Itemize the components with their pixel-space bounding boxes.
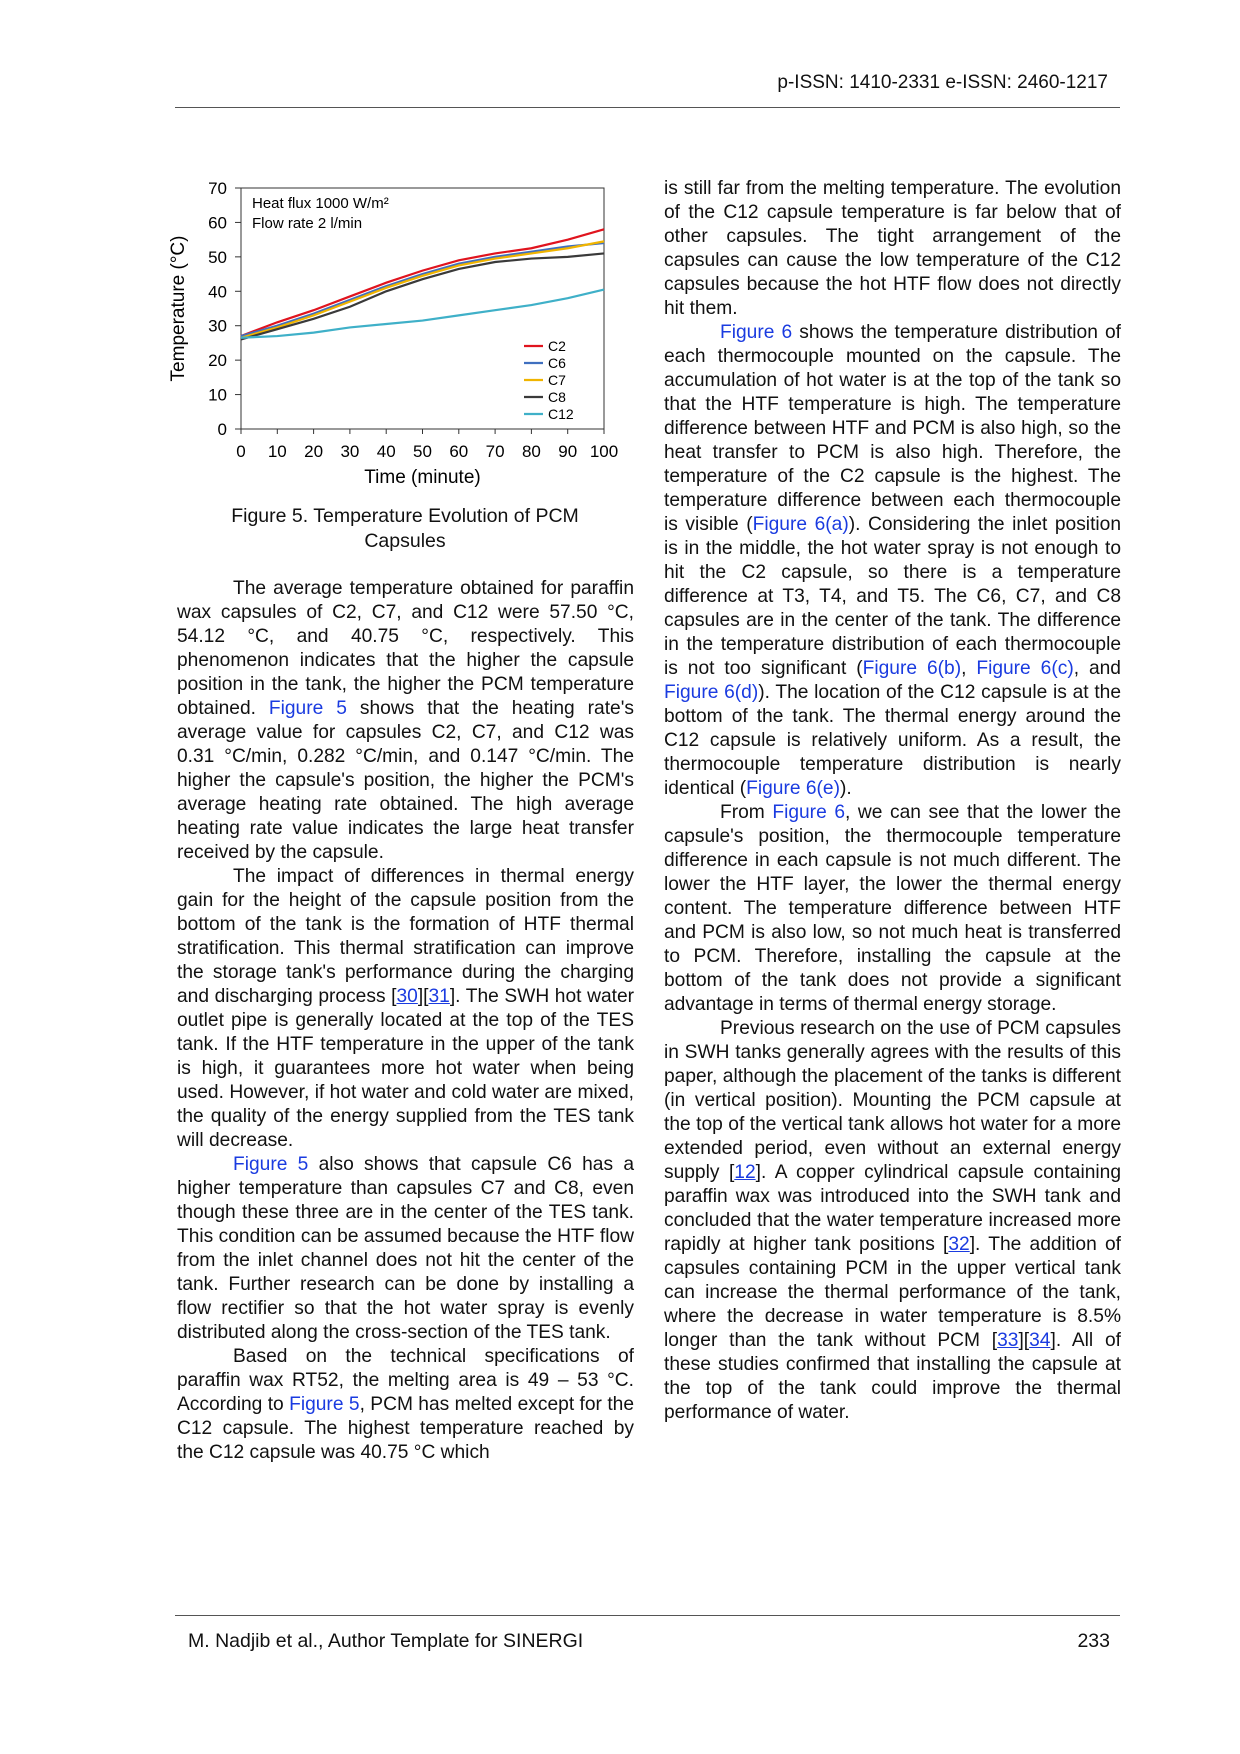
text: ]. The SWH hot water outlet pipe is gene…	[177, 986, 635, 1151]
text: shows the temperature distribution of ea…	[664, 322, 1121, 535]
column-right: is still far from the melting temperatur…	[664, 177, 1121, 1425]
text: ,	[961, 658, 977, 679]
text: ][	[1018, 1330, 1030, 1351]
x-tick-label: 50	[413, 442, 432, 461]
figure-link[interactable]: Figure 5	[289, 1394, 360, 1415]
citation-link[interactable]: 34	[1029, 1330, 1051, 1351]
chart: 0 10 20 30 40 50 60 70 0 10 20 30 40 50 60 70 80 90 100 Tim…	[168, 179, 618, 488]
text: ). Considering the inlet position is in …	[664, 514, 1122, 679]
text: ]. The addition of capsules containing P…	[664, 1234, 1121, 1351]
page-number: 233	[1077, 1630, 1110, 1652]
x-tick-label: 10	[268, 442, 287, 461]
citation-link[interactable]: 32	[948, 1234, 970, 1255]
text: The average temperature obtained for par…	[177, 578, 634, 719]
legend-label: C6	[548, 355, 566, 371]
paragraph: The average temperature obtained for par…	[177, 577, 634, 865]
text: Based on the technical specifications of…	[177, 1346, 634, 1415]
legend-label: C2	[548, 338, 566, 354]
paragraph: Figure 5 also shows that capsule C6 has …	[177, 1153, 634, 1345]
figure-link[interactable]: Figure 6(b)	[862, 658, 962, 679]
figure-caption: Figure 5. Temperature Evolution of PCM C…	[231, 505, 579, 552]
series-line	[240, 241, 605, 338]
legend-label: C12	[548, 406, 574, 422]
text: , PCM has melted except for the C12 caps…	[177, 1394, 634, 1463]
x-tick-label: 100	[590, 442, 618, 461]
issn: p-ISSN: 1410-2331 e-ISSN: 2460-1217	[777, 72, 1108, 93]
citation-link[interactable]: 31	[428, 986, 450, 1007]
y-tick-label: 30	[208, 317, 227, 336]
text: The impact of differences in thermal ene…	[177, 866, 634, 1007]
figure-link[interactable]: Figure 6(c)	[976, 658, 1074, 679]
x-axis-label: Time (minute)	[364, 467, 480, 488]
text: ]. All of these studies confirmed that i…	[664, 1330, 1121, 1423]
figure-link[interactable]: Figure 6(e)	[746, 778, 840, 799]
text: ).	[839, 778, 852, 799]
paragraph: is still far from the melting temperatur…	[664, 177, 1121, 321]
y-tick-label: 10	[208, 386, 227, 405]
figure-link[interactable]: Figure 6(d)	[664, 682, 759, 703]
figure-link[interactable]: Figure 5	[268, 698, 347, 719]
series-line	[240, 252, 605, 341]
text: ][	[417, 986, 429, 1007]
citation-link[interactable]: 33	[997, 1330, 1019, 1351]
footer-rule	[175, 1615, 1120, 1616]
column-left: The average temperature obtained for par…	[177, 577, 634, 1465]
y-tick-label: 70	[208, 179, 227, 198]
x-tick-label: 20	[304, 442, 323, 461]
y-tick-label: 20	[208, 351, 227, 370]
figure-link[interactable]: Figure 6	[720, 322, 793, 343]
y-tick-label: 50	[208, 248, 227, 267]
y-tick-label: 60	[208, 213, 227, 232]
figure-link[interactable]: Figure 6	[772, 802, 845, 823]
annotation: Flow rate 2 l/min	[252, 215, 362, 232]
text: From	[720, 802, 773, 823]
annotation: Heat flux 1000 W/m²	[252, 195, 389, 212]
x-tick-label: 30	[340, 442, 359, 461]
legend-label: C7	[548, 372, 566, 388]
series-line	[240, 228, 605, 338]
text: shows that the heating rate's average va…	[177, 698, 634, 863]
text: Previous research on the use of PCM caps…	[664, 1018, 1121, 1183]
text: ). The location of the C12 capsule is at…	[664, 682, 1121, 799]
series-line	[240, 240, 605, 339]
footer-authors: M. Nadjib et al., Author Template for SI…	[188, 1630, 584, 1652]
paragraph: Figure 6 shows the temperature distribut…	[664, 321, 1121, 801]
x-tick-label: 90	[558, 442, 577, 461]
text: is still far from the melting temperatur…	[664, 178, 1121, 319]
figure-link[interactable]: Figure 6(a)	[752, 514, 849, 535]
x-tick-label: 70	[486, 442, 505, 461]
paragraph: Previous research on the use of PCM caps…	[664, 1017, 1121, 1425]
y-tick-label: 40	[208, 282, 227, 301]
header-rule	[175, 107, 1120, 108]
citation-link[interactable]: 30	[396, 986, 418, 1007]
legend-label: C8	[548, 389, 566, 405]
x-tick-label: 80	[522, 442, 541, 461]
x-tick-label: 40	[377, 442, 396, 461]
text: , and	[1073, 658, 1121, 679]
citation-link[interactable]: 12	[734, 1162, 756, 1183]
y-axis-label: Temperature (°C)	[168, 236, 189, 382]
text: ]. A copper cylindrical capsule containi…	[664, 1162, 1121, 1255]
series-line	[240, 288, 605, 339]
text: , we can see that the lower the capsule'…	[664, 802, 1121, 1015]
x-tick-label: 0	[236, 442, 245, 461]
paragraph: The impact of differences in thermal ene…	[177, 865, 634, 1153]
figure-link[interactable]: Figure 5	[233, 1154, 309, 1175]
paragraph: Based on the technical specifications of…	[177, 1345, 634, 1465]
x-tick-label: 60	[449, 442, 468, 461]
paragraph: From Figure 6, we can see that the lower…	[664, 801, 1121, 1017]
text: also shows that capsule C6 has a higher …	[177, 1154, 634, 1343]
y-tick-label: 0	[218, 420, 227, 439]
